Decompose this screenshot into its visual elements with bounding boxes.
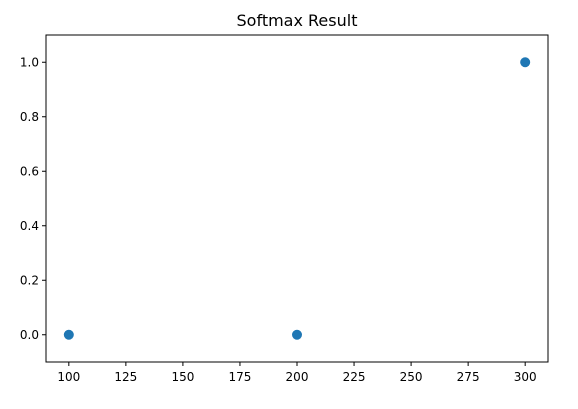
- x-tick-label: 225: [343, 370, 366, 384]
- x-tick-label: 150: [171, 370, 194, 384]
- x-axis: 100 125 150 175 200 225 250 275 300: [57, 362, 537, 384]
- x-tick-label: 125: [114, 370, 137, 384]
- x-tick-label: 100: [57, 370, 80, 384]
- y-tick-label: 0.8: [20, 110, 39, 124]
- x-tick-label: 175: [229, 370, 252, 384]
- x-tick-label: 200: [286, 370, 309, 384]
- y-tick-label: 0.0: [20, 328, 39, 342]
- y-tick-label: 0.6: [20, 164, 39, 178]
- x-tick-label: 250: [400, 370, 423, 384]
- data-point: [63, 329, 74, 340]
- data-points: [63, 57, 531, 340]
- y-tick-label: 0.2: [20, 273, 39, 287]
- plot-area-frame: [45, 34, 549, 363]
- data-point: [520, 57, 531, 68]
- x-tick-label: 300: [514, 370, 537, 384]
- y-axis: 0.0 0.2 0.4 0.6 0.8 1.0: [20, 55, 46, 342]
- y-tick-label: 1.0: [20, 55, 39, 69]
- x-tick-label: 275: [457, 370, 480, 384]
- chart-title: Softmax Result: [237, 11, 358, 30]
- data-point: [292, 329, 302, 340]
- y-tick-label: 0.4: [20, 219, 39, 233]
